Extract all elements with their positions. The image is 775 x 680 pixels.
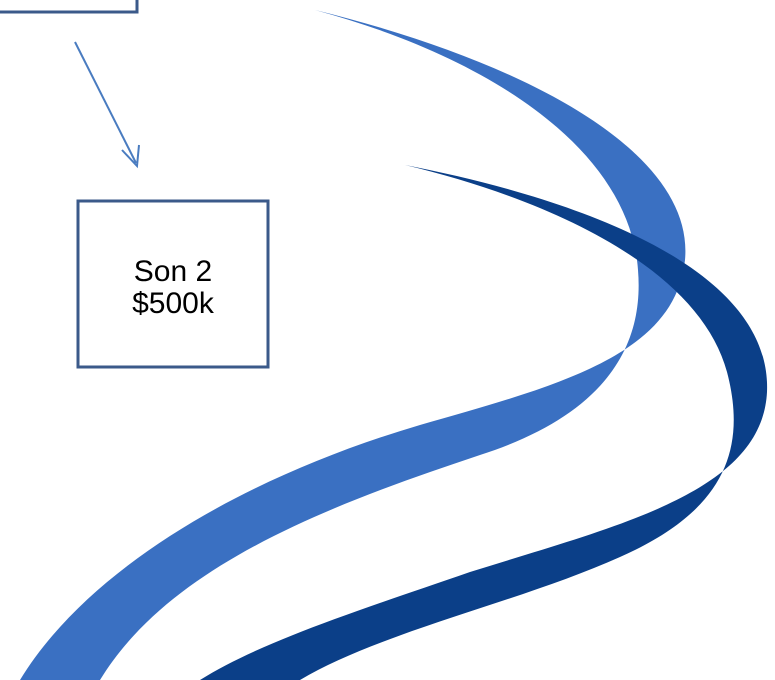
diagram: Son 2 $500k (0, 0, 775, 680)
node-amount: $500k (132, 287, 215, 320)
slide: Son 2 $500k (0, 0, 775, 680)
connector-arrow (75, 42, 136, 163)
parent-box (0, 0, 137, 12)
node-label: Son 2 (134, 255, 212, 288)
arrow-head (122, 145, 139, 166)
